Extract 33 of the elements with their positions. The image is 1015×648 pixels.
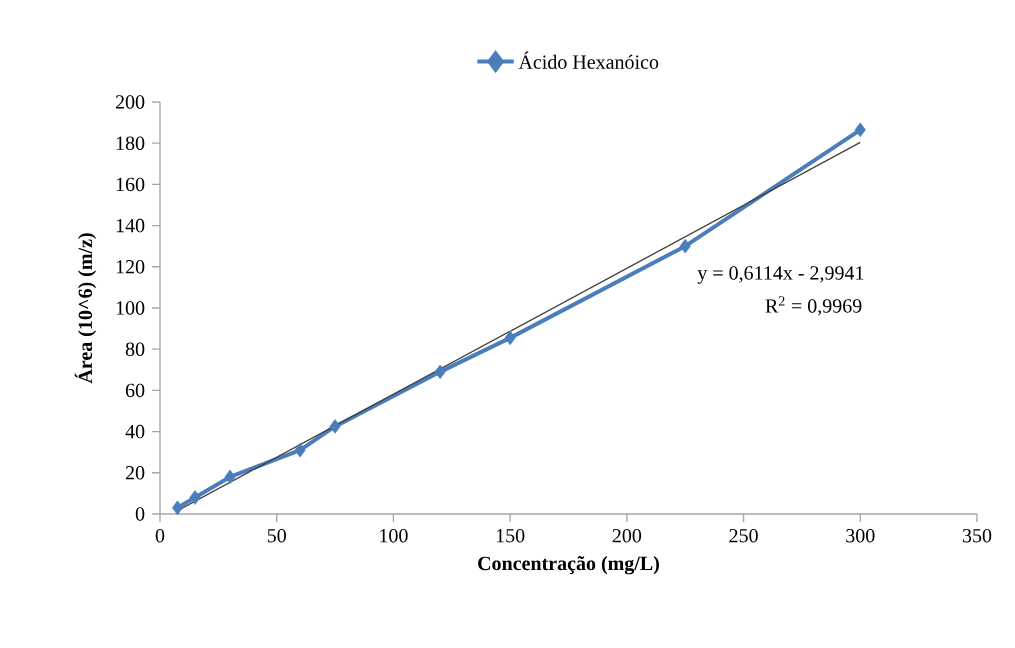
x-tick-label: 150 [496, 528, 525, 543]
point [434, 364, 446, 380]
annotation: R$^{2}$ = 0,9969 [765, 296, 862, 316]
y-tick-label: 100 [116, 301, 145, 315]
y-tick-label: 20 [125, 466, 145, 480]
y-tick-label: 60 [125, 383, 145, 398]
point [854, 122, 866, 138]
x-tick-label: 200 [612, 528, 642, 543]
annotation: y = 0,6114x - 2,9941 [697, 266, 864, 284]
point [171, 500, 184, 516]
point [504, 330, 516, 346]
y-tick-label: 140 [116, 218, 145, 233]
point [189, 490, 201, 505]
point [679, 238, 691, 254]
x-tick-label: 250 [729, 528, 758, 543]
y-tick-label: 160 [116, 177, 145, 192]
point [294, 442, 306, 458]
y-tick-label: 200 [115, 95, 145, 109]
x-axis-title: Concentração (mg/L) [478, 556, 659, 575]
y-axis-title: Área (10^6) (m/z) [74, 233, 97, 384]
y-tick-label: 0 [135, 507, 145, 521]
x-tick-label: 300 [846, 528, 875, 543]
x-tick-label: 350 [962, 528, 992, 543]
x-tick-label: 50 [267, 528, 286, 543]
y-tick-label: 40 [125, 424, 145, 439]
y-tick-label: 120 [116, 260, 145, 274]
x-tick-label: 100 [380, 528, 408, 543]
point [329, 419, 341, 434]
y-tick-label: 180 [116, 136, 145, 150]
point [224, 469, 236, 485]
x-tick-label: 0 [155, 528, 165, 543]
y-tick-label: 80 [125, 342, 145, 356]
legend-label: Ácido Hexanóico [518, 51, 659, 69]
